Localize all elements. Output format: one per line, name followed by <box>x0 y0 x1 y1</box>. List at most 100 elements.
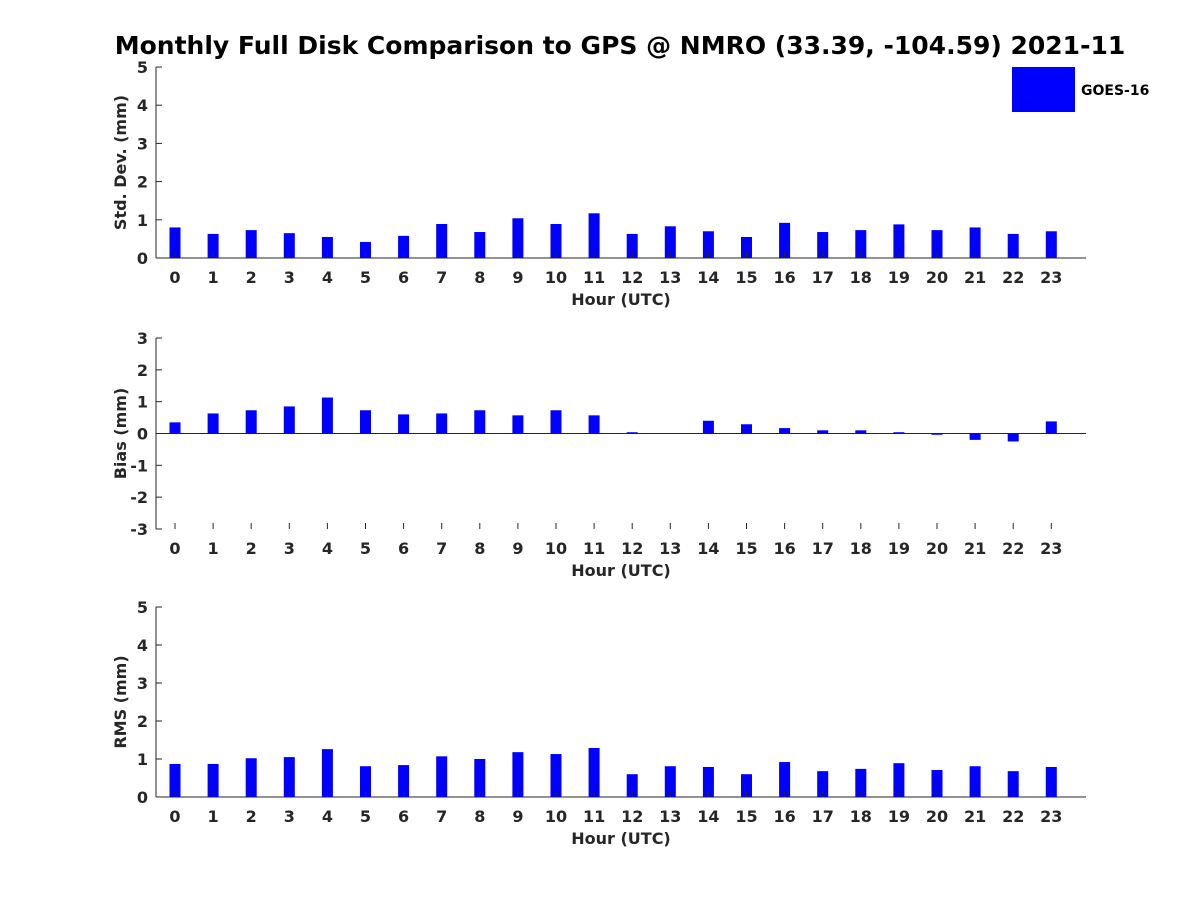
y-tick-label: -2 <box>130 488 148 507</box>
x-tick-label: 16 <box>773 807 795 826</box>
bar-hour-9 <box>512 752 524 797</box>
bar-hour-14 <box>702 231 714 258</box>
y-tick-label: -3 <box>130 520 148 539</box>
bar-hour-12 <box>626 774 638 797</box>
y-tick-label: 3 <box>137 674 148 693</box>
x-tick-label: 8 <box>474 268 485 287</box>
bar-hour-22 <box>1007 433 1019 442</box>
x-tick-label: 23 <box>1040 539 1062 558</box>
x-tick-label: 0 <box>169 539 180 558</box>
x-tick-label: 13 <box>659 807 681 826</box>
bar-hour-11 <box>588 747 600 797</box>
y-tick-label: -1 <box>130 456 148 475</box>
y-tick-label: 2 <box>137 361 148 380</box>
x-tick-label: 8 <box>474 539 485 558</box>
bar-hour-1 <box>207 763 219 797</box>
bar-hour-6 <box>398 414 410 434</box>
x-tick-label: 20 <box>926 268 948 287</box>
y-tick-label: 1 <box>137 393 148 412</box>
x-tick-label: 14 <box>697 539 719 558</box>
bar-hour-5 <box>360 410 371 434</box>
bar-hour-13 <box>664 766 676 797</box>
x-tick-label: 0 <box>169 807 180 826</box>
x-tick-label: 23 <box>1040 807 1062 826</box>
y-tick-label: 5 <box>137 598 148 617</box>
bar-hour-15 <box>741 236 752 258</box>
bar-hour-9 <box>512 218 524 258</box>
bar-hour-18 <box>855 230 867 258</box>
x-tick-label: 9 <box>512 268 523 287</box>
y-axis-label: Bias (mm) <box>111 388 130 480</box>
x-tick-label: 12 <box>621 539 643 558</box>
x-tick-label: 5 <box>360 539 371 558</box>
x-tick-label: 17 <box>812 807 834 826</box>
x-tick-label: 19 <box>888 268 910 287</box>
x-tick-label: 12 <box>621 268 643 287</box>
legend: GOES-16 <box>1012 67 1149 112</box>
bar-hour-12 <box>626 432 638 434</box>
bar-hour-23 <box>1045 231 1057 258</box>
bar-hour-3 <box>283 233 295 258</box>
bar-hour-4 <box>321 397 333 434</box>
x-tick-label: 21 <box>964 268 986 287</box>
bar-hour-7 <box>436 224 448 258</box>
x-tick-label: 10 <box>545 807 567 826</box>
bar-hour-8 <box>474 410 486 434</box>
x-tick-label: 5 <box>360 807 371 826</box>
x-tick-label: 7 <box>436 807 447 826</box>
bar-hour-23 <box>1045 766 1057 797</box>
x-tick-label: 9 <box>512 807 523 826</box>
x-tick-label: 4 <box>322 268 333 287</box>
bar-hour-13 <box>664 226 676 258</box>
x-tick-label: 18 <box>850 539 872 558</box>
bar-hour-10 <box>550 410 562 434</box>
bar-hour-16 <box>779 762 791 797</box>
bar-hour-6 <box>398 765 410 797</box>
x-tick-label: 3 <box>284 539 295 558</box>
x-tick-label: 1 <box>208 539 219 558</box>
legend-swatch <box>1012 67 1075 112</box>
y-tick-label: 0 <box>137 425 148 444</box>
x-tick-label: 16 <box>773 539 795 558</box>
bar-hour-11 <box>588 415 600 434</box>
bar-hour-10 <box>550 754 562 797</box>
bar-hour-17 <box>817 430 829 434</box>
y-tick-label: 3 <box>137 134 148 153</box>
x-tick-label: 15 <box>735 268 757 287</box>
x-tick-label: 5 <box>360 268 371 287</box>
bar-hour-12 <box>626 233 638 258</box>
x-tick-label: 12 <box>621 807 643 826</box>
bar-hour-2 <box>245 758 257 797</box>
bar-hour-15 <box>741 774 752 797</box>
y-tick-label: 1 <box>137 211 148 230</box>
y-axis-label: RMS (mm) <box>111 655 130 748</box>
y-tick-label: 4 <box>137 636 148 655</box>
bar-hour-0 <box>169 763 181 797</box>
bar-hour-19 <box>893 432 905 434</box>
x-tick-label: 9 <box>512 539 523 558</box>
bar-hour-3 <box>283 757 295 797</box>
bar-hour-0 <box>169 422 181 434</box>
bar-hour-11 <box>588 213 600 258</box>
y-tick-label: 1 <box>137 750 148 769</box>
x-tick-label: 19 <box>888 807 910 826</box>
x-tick-label: 6 <box>398 807 409 826</box>
x-tick-label: 4 <box>322 539 333 558</box>
x-tick-label: 18 <box>850 807 872 826</box>
y-tick-label: 0 <box>137 249 148 268</box>
bar-hour-17 <box>817 771 829 797</box>
bar-hour-18 <box>855 768 867 797</box>
x-tick-label: 13 <box>659 539 681 558</box>
x-tick-label: 22 <box>1002 268 1024 287</box>
bar-hour-4 <box>321 236 333 258</box>
x-tick-label: 8 <box>474 807 485 826</box>
x-tick-label: 0 <box>169 268 180 287</box>
x-tick-label: 14 <box>697 268 719 287</box>
bar-hour-9 <box>512 415 524 434</box>
bar-hour-19 <box>893 224 905 258</box>
